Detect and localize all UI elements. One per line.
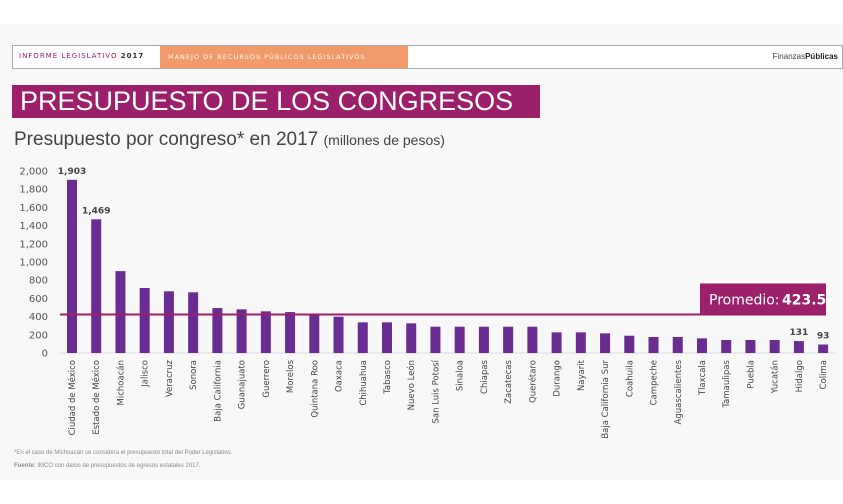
bar [333,316,344,353]
x-tick-label: Tamaulipas [722,359,732,408]
x-tick-label: Durango [553,360,563,397]
bar [575,332,586,353]
y-tick-label: 1,000 [19,258,48,269]
bar [212,308,223,353]
data-label: 1,903 [58,167,86,177]
report-year: 2017 [120,52,145,60]
x-tick-label: Michoacán [116,360,126,405]
section-label: MANEJO DE RECURSOS PÚBLICOS LEGISLATIVOS [160,46,408,68]
brand-logo: FinanzasPúblicas [773,52,838,61]
y-tick-label: 1,400 [19,221,48,232]
x-tick-label: Tlaxcala [698,360,708,396]
header-bar: INFORME LEGISLATIVO 2017 MANEJO DE RECUR… [12,45,843,69]
subtitle-main: Presupuesto por congreso* en 2017 [14,129,319,150]
bar [769,339,780,353]
bar [236,309,247,353]
data-label: 93 [817,332,830,342]
average-badge [700,283,826,315]
x-tick-label: Aguascalientes [674,359,684,424]
y-tick-label: 400 [29,312,48,323]
bar [600,333,611,353]
x-tick-label: Chiapas [480,359,490,393]
x-tick-label: Puebla [746,360,756,389]
x-tick-label: Ciudad de México [67,360,78,435]
bar [357,322,368,353]
y-tick-label: 1,200 [19,239,48,250]
y-tick-label: 0 [42,349,48,360]
x-tick-label: Campeche [650,360,660,405]
x-tick-label: Hidalgo [795,360,805,392]
average-label: Promedio: [709,292,780,308]
bar [115,271,126,353]
bar [721,339,732,353]
bar [430,326,441,353]
x-tick-label: Yucatán [771,360,781,394]
x-tick-label: Sonora [189,360,199,390]
y-tick-label: 600 [29,294,48,305]
report-name: INFORME LEGISLATIVO [19,52,118,60]
bar [818,344,829,353]
y-tick-label: 1,600 [19,203,48,214]
subtitle-unit: (millones de pesos) [323,132,445,148]
source-text: IMCO con datos de presupuestos de egreso… [37,463,201,469]
x-tick-label: Quintana Roo [310,360,320,418]
brand-a: Finanzas [772,52,806,61]
x-tick-label: Jalisco [141,360,151,388]
x-tick-label: Oaxaca [335,360,345,392]
y-tick-label: 2,000 [19,167,48,178]
x-tick-label: Querétaro [527,360,538,403]
bar [527,326,538,353]
bar [793,341,804,353]
x-tick-label: San Luis Potosí [431,359,441,423]
bar [67,179,77,353]
bar [454,326,465,353]
x-tick-label: Veracruz [165,359,175,397]
y-tick-label: 1,800 [19,185,48,196]
bar [503,326,514,353]
bar [551,332,562,353]
average-value: 423.5 [782,292,826,308]
bar [745,339,756,353]
source-note: Fuente: IMCO con datos de presupuestos d… [14,463,200,469]
y-tick-label: 200 [29,330,48,341]
x-tick-label: Guanajuato [238,360,248,409]
bar [648,336,659,353]
page-title: PRESUPUESTO DE LOS CONGRESOS [12,85,540,118]
brand-b: Públicas [805,52,838,61]
source-label: Fuente: [14,463,36,469]
chart-subtitle: Presupuesto por congreso* en 2017 (millo… [14,129,445,151]
x-tick-label: Guerrero [262,360,272,398]
x-tick-label: Baja California Sur [601,359,611,438]
bar [91,219,102,353]
x-tick-label: Tabasco [383,360,393,395]
bar [285,312,296,353]
x-tick-label: Sinaloa [456,360,466,391]
bar [309,314,320,353]
x-tick-label: Nuevo León [406,360,417,410]
x-tick-label: Baja California [213,360,223,422]
bar [381,322,392,353]
x-tick-label: Nayarit [577,359,587,391]
x-tick-label: Morelos [286,359,296,393]
data-label: 1,469 [82,206,110,216]
data-label: 131 [790,328,809,338]
y-tick-label: 800 [29,276,48,287]
bar [406,323,417,353]
bar [624,335,635,353]
bar [188,292,199,353]
bar [139,288,150,353]
bar [163,291,174,353]
bar [696,338,707,353]
x-tick-label: Estado de México [91,360,102,435]
x-tick-label: Colima [819,360,829,389]
x-tick-label: Chihuahua [359,360,369,406]
footnote: *En el caso de Michoacán se considera el… [14,450,233,456]
report-label: INFORME LEGISLATIVO 2017 [19,52,144,60]
bar [260,311,271,353]
x-tick-label: Coahuila [625,360,635,397]
bar [672,336,683,353]
x-tick-label: Zacatecas [504,359,514,403]
bar [478,326,489,353]
